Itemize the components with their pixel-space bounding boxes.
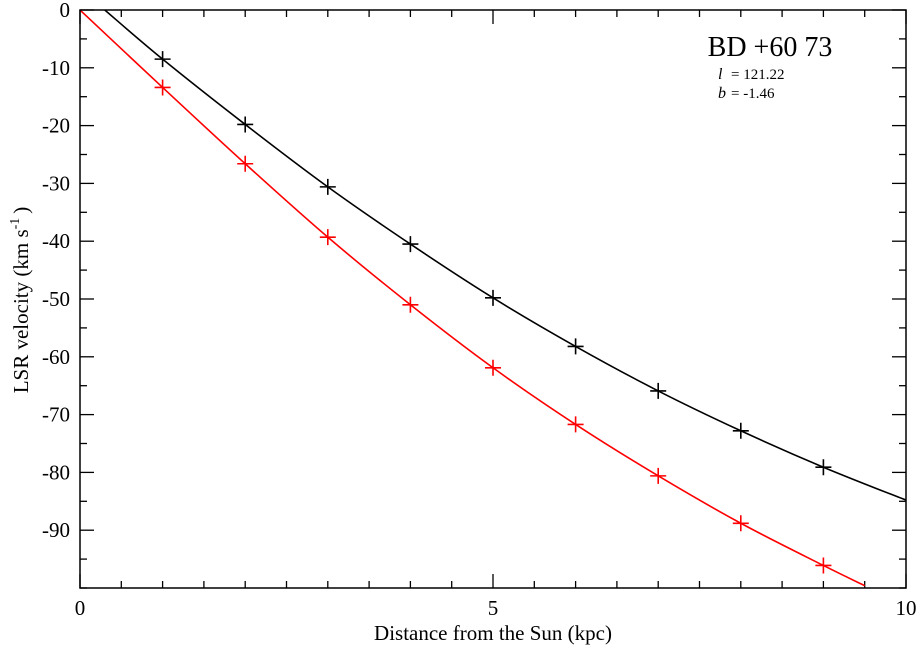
series-1-point <box>237 116 254 133</box>
annotation-l-value: = 121.22 <box>731 67 784 83</box>
y-tick-label: -60 <box>42 345 70 369</box>
series-1-point <box>402 236 419 253</box>
x-tick-label: 5 <box>488 596 499 620</box>
series-markers <box>154 51 832 574</box>
y-tick-label: 0 <box>60 0 71 22</box>
series-1-point <box>650 382 667 399</box>
chart-title: BD +60 73 <box>708 32 833 63</box>
annotation-l-symbol: l <box>718 66 723 83</box>
y-tick-label: -50 <box>42 287 70 311</box>
series-2-point <box>650 467 667 484</box>
y-axis-label-text: LSR velocity (km s-1) <box>8 207 33 394</box>
series-2-line <box>80 10 866 587</box>
y-axis-label-close: ) <box>9 207 33 214</box>
annotation-b-symbol: b <box>718 85 726 102</box>
series-1-point <box>485 289 501 306</box>
series-2-point <box>815 557 832 574</box>
series-1-point <box>567 338 584 355</box>
y-tick-label: -30 <box>42 171 70 195</box>
series-2-point <box>732 515 749 532</box>
series-1-point <box>732 422 749 439</box>
plot-frame <box>79 9 907 589</box>
tick-labels: 0 5 10 0 -10 -20 -30 -40 -50 -60 -70 -80 -90 <box>42 0 917 620</box>
x-tick-label: 0 <box>75 596 86 620</box>
y-axis-label-main: LSR velocity (km s <box>9 229 33 393</box>
series-1-line <box>104 10 906 501</box>
x-tick-label: 10 <box>896 596 917 620</box>
x-axis-label: Distance from the Sun (kpc) <box>374 621 612 645</box>
series-2-point <box>319 229 336 246</box>
series-2-point <box>567 416 584 433</box>
y-tick-label: -20 <box>42 114 70 138</box>
series-2-point <box>402 296 419 313</box>
series-1-point <box>815 459 832 476</box>
y-tick-label: -10 <box>42 56 70 80</box>
y-tick-label: -40 <box>42 229 70 253</box>
y-axis-label-sup: -1 <box>8 218 23 230</box>
series-1-point <box>319 178 336 195</box>
series-2-point <box>154 79 171 96</box>
y-axis-label: LSR velocity (km s-1) <box>8 207 33 394</box>
y-tick-label: -90 <box>42 518 70 542</box>
annotation-b-value: = -1.46 <box>731 86 775 102</box>
series-2-point <box>485 359 501 376</box>
y-tick-label: -80 <box>42 460 70 484</box>
y-tick-label: -70 <box>42 403 70 427</box>
series-2-point <box>237 155 254 172</box>
series-1-point <box>154 51 171 68</box>
